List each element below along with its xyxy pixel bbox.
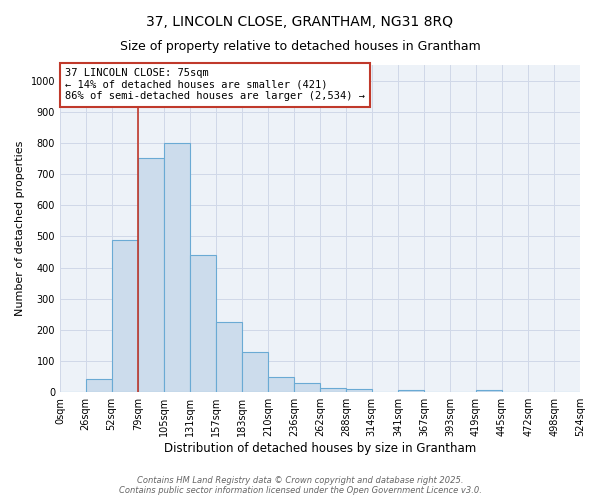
Bar (476, 390, 502, 392)
Bar (346, 389, 371, 392)
Bar (294, 384, 320, 392)
Bar (398, 390, 424, 392)
Bar (112, 240, 139, 392)
Y-axis label: Number of detached properties: Number of detached properties (15, 141, 25, 316)
Text: 37, LINCOLN CLOSE, GRANTHAM, NG31 8RQ: 37, LINCOLN CLOSE, GRANTHAM, NG31 8RQ (146, 15, 454, 29)
Bar (190, 255, 216, 392)
Text: Contains HM Land Registry data © Crown copyright and database right 2025.
Contai: Contains HM Land Registry data © Crown c… (119, 476, 481, 495)
Text: 37 LINCOLN CLOSE: 75sqm
← 14% of detached houses are smaller (421)
86% of semi-d: 37 LINCOLN CLOSE: 75sqm ← 14% of detache… (65, 68, 365, 102)
Bar (320, 388, 346, 392)
X-axis label: Distribution of detached houses by size in Grantham: Distribution of detached houses by size … (164, 442, 476, 455)
Bar (139, 158, 164, 392)
Text: Size of property relative to detached houses in Grantham: Size of property relative to detached ho… (119, 40, 481, 53)
Bar (268, 376, 294, 392)
Bar (164, 143, 190, 392)
Bar (86, 379, 112, 392)
Bar (242, 352, 268, 392)
Bar (216, 322, 242, 392)
